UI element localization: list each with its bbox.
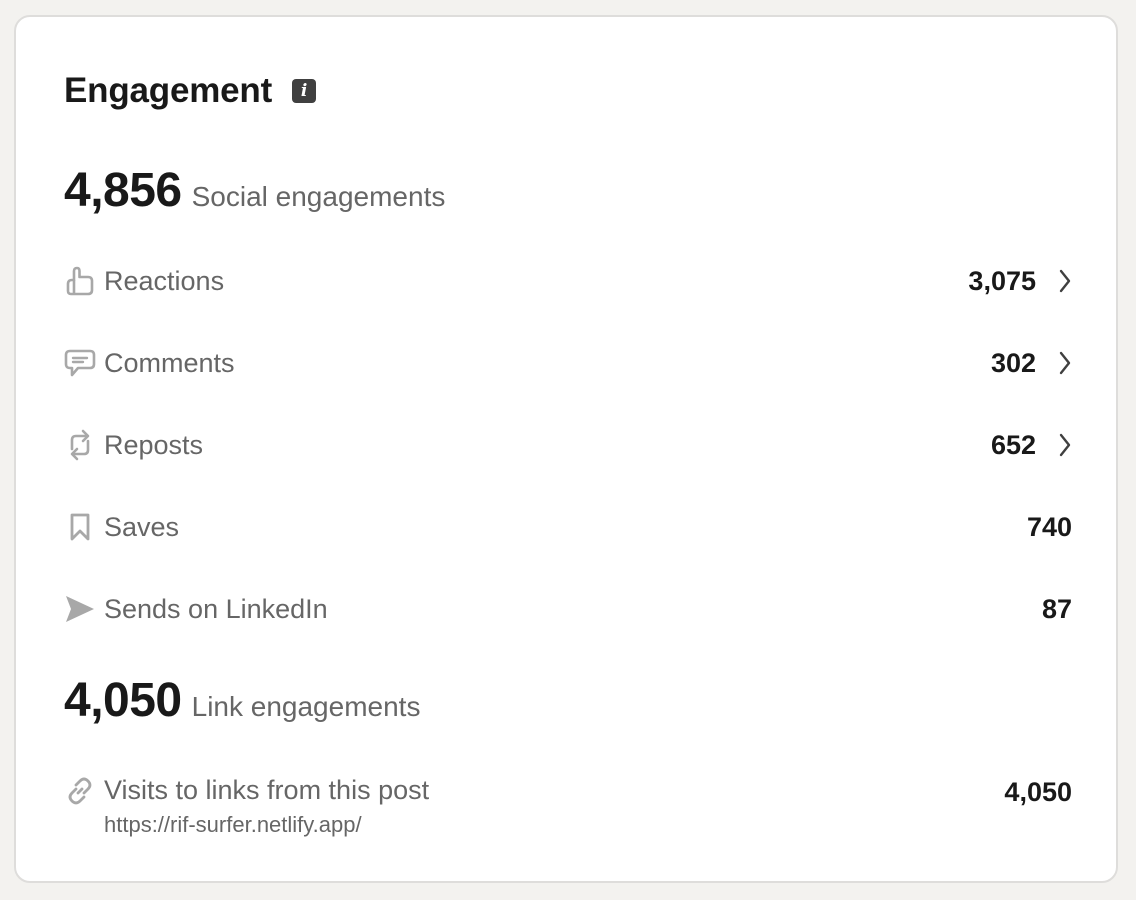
- card-title: Engagement: [64, 71, 273, 110]
- metric-label: Saves: [104, 511, 180, 542]
- bookmark-icon: [64, 511, 96, 543]
- repost-icon: [64, 429, 96, 461]
- thumbs-up-icon: [64, 265, 96, 297]
- metric-value: 740: [1026, 511, 1072, 542]
- chevron-right-icon[interactable]: [1038, 346, 1072, 380]
- metric-row-saves: Saves 740: [64, 505, 1072, 549]
- metric-label: Reposts: [104, 429, 204, 460]
- send-icon: [64, 593, 96, 625]
- link-icon: [64, 775, 96, 807]
- social-engagements-summary: 4,856 Social engagements: [64, 163, 445, 218]
- metric-label: Sends on LinkedIn: [104, 593, 328, 624]
- info-icon[interactable]: i: [292, 79, 317, 103]
- social-engagements-label: Social engagements: [191, 181, 446, 212]
- link-visits-url[interactable]: https://rif-surfer.netlify.app/: [104, 812, 362, 837]
- comment-icon: [64, 347, 96, 379]
- social-engagements-total: 4,856: [64, 164, 182, 217]
- metric-row-sends: Sends on LinkedIn 87: [64, 587, 1072, 631]
- metric-label: Comments: [104, 347, 235, 378]
- link-engagements-label: Link engagements: [191, 691, 421, 722]
- metric-value: 3,075: [968, 265, 1036, 296]
- metric-value: 87: [1041, 593, 1072, 624]
- link-visits-row: Visits to links from this post https://r…: [64, 773, 1072, 843]
- chevron-right-icon[interactable]: [1038, 264, 1072, 298]
- metric-row-reposts[interactable]: Reposts 652: [64, 423, 1072, 467]
- chevron-right-icon[interactable]: [1038, 428, 1072, 462]
- link-engagements-total: 4,050: [64, 674, 182, 727]
- link-engagements-summary: 4,050 Link engagements: [64, 673, 420, 728]
- link-visits-value: 4,050: [1004, 777, 1072, 807]
- metric-label: Reactions: [104, 265, 225, 296]
- metric-value: 302: [990, 347, 1036, 378]
- engagement-card: Engagement i 4,856 Social engagements Re…: [14, 15, 1118, 883]
- metric-value: 652: [990, 429, 1036, 460]
- metric-row-comments[interactable]: Comments 302: [64, 341, 1072, 385]
- card-header: Engagement i: [64, 69, 317, 113]
- metric-row-reactions[interactable]: Reactions 3,075: [64, 259, 1072, 303]
- link-visits-label: Visits to links from this post: [104, 775, 430, 805]
